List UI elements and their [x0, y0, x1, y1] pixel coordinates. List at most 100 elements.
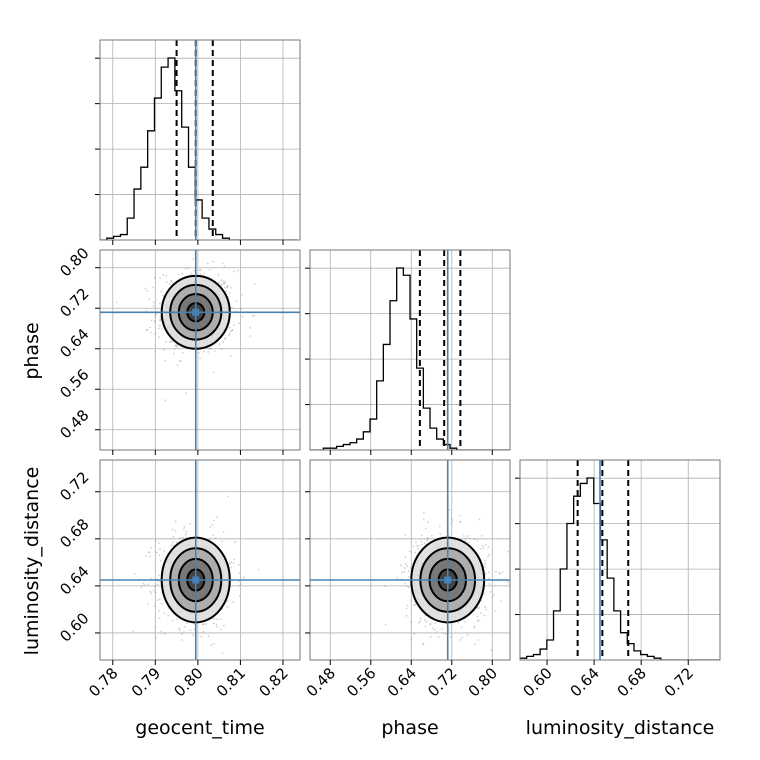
- sample-point: [488, 553, 491, 556]
- sample-point: [220, 348, 223, 351]
- sample-point: [437, 636, 440, 639]
- sample-point: [499, 600, 502, 603]
- sample-point: [149, 326, 151, 329]
- sample-point: [213, 350, 216, 352]
- sample-point: [507, 581, 509, 583]
- sample-point: [164, 340, 167, 343]
- sample-point: [209, 347, 212, 350]
- sample-point: [224, 286, 226, 289]
- sample-point: [495, 570, 497, 573]
- sample-point: [450, 522, 453, 525]
- sample-point: [232, 600, 234, 603]
- panel-frame: [309, 249, 511, 451]
- sample-point: [230, 286, 232, 289]
- sample-point: [231, 329, 234, 332]
- sample-point: [434, 622, 436, 625]
- sample-point: [173, 352, 175, 355]
- sample-point: [426, 539, 429, 542]
- sample-point: [158, 336, 160, 338]
- sample-point: [413, 604, 416, 607]
- sample-point: [140, 586, 143, 589]
- sample-point: [178, 537, 181, 539]
- sample-point: [484, 559, 487, 562]
- sample-point: [476, 620, 479, 623]
- sample-point: [153, 321, 156, 323]
- sample-point: [203, 273, 205, 276]
- sample-point: [461, 636, 464, 639]
- sample-point: [473, 626, 475, 629]
- sample-point: [237, 322, 240, 325]
- sample-point: [190, 272, 193, 275]
- sample-point: [239, 583, 242, 586]
- sample-point: [144, 555, 147, 557]
- sample-point: [490, 649, 493, 652]
- sample-point: [202, 623, 205, 626]
- sample-point: [487, 555, 489, 558]
- sample-point: [487, 546, 490, 548]
- scatter-panel-geocent_time-phase: [95, 249, 301, 455]
- panel-frame: [99, 459, 301, 661]
- sample-point: [157, 327, 160, 330]
- truth-marker: [192, 308, 200, 316]
- sample-point: [214, 537, 217, 539]
- sample-point: [178, 629, 181, 632]
- sample-point: [419, 617, 422, 619]
- sample-point: [423, 618, 426, 621]
- sample-point: [222, 530, 225, 533]
- sample-point: [234, 540, 237, 543]
- sample-point: [131, 630, 134, 633]
- sample-point: [213, 519, 215, 522]
- sample-point: [200, 635, 203, 638]
- sample-point: [473, 538, 476, 541]
- sample-point: [483, 565, 486, 568]
- sample-point: [220, 283, 223, 286]
- sample-point: [185, 530, 188, 533]
- sample-point: [198, 269, 201, 272]
- sample-point: [115, 301, 118, 304]
- sample-point: [192, 622, 195, 625]
- sample-point: [207, 351, 210, 353]
- panel-frame: [519, 459, 721, 661]
- sample-point: [165, 281, 168, 284]
- scatter-panel-phase-luminosity_distance: [305, 459, 511, 665]
- sample-point: [384, 585, 386, 587]
- sample-point: [420, 540, 423, 543]
- sample-point: [182, 352, 184, 354]
- sample-point: [421, 543, 423, 546]
- sample-point: [182, 528, 185, 531]
- sample-point: [426, 538, 429, 541]
- sample-point: [480, 547, 483, 550]
- ylabel-phase: phase: [21, 322, 43, 379]
- sample-point: [159, 319, 161, 322]
- sample-point: [213, 618, 216, 620]
- sample-point: [222, 280, 225, 283]
- sample-point: [225, 290, 228, 293]
- sample-point: [168, 283, 171, 286]
- sample-point: [199, 357, 201, 360]
- sample-point: [154, 315, 157, 318]
- sample-point: [498, 572, 501, 574]
- sample-point: [458, 520, 461, 523]
- sample-point: [457, 621, 460, 624]
- hist-panel-luminosity_distance: [515, 459, 721, 665]
- xlabel-phase: phase: [381, 717, 438, 739]
- sample-point: [478, 518, 481, 521]
- sample-point: [501, 571, 504, 573]
- sample-point: [171, 528, 174, 531]
- sample-point: [180, 633, 183, 635]
- sample-point: [473, 625, 476, 628]
- sample-point: [176, 346, 179, 348]
- sample-point: [233, 558, 236, 561]
- sample-point: [202, 350, 205, 353]
- sample-point: [406, 604, 409, 607]
- sample-point: [189, 522, 192, 525]
- sample-point: [169, 340, 172, 343]
- sample-point: [160, 290, 163, 293]
- sample-point: [163, 549, 166, 552]
- sample-point: [175, 344, 177, 347]
- sample-point: [222, 624, 225, 627]
- sample-point: [436, 631, 438, 633]
- sample-point: [459, 514, 462, 517]
- sample-point: [423, 542, 426, 545]
- sample-point: [467, 541, 470, 544]
